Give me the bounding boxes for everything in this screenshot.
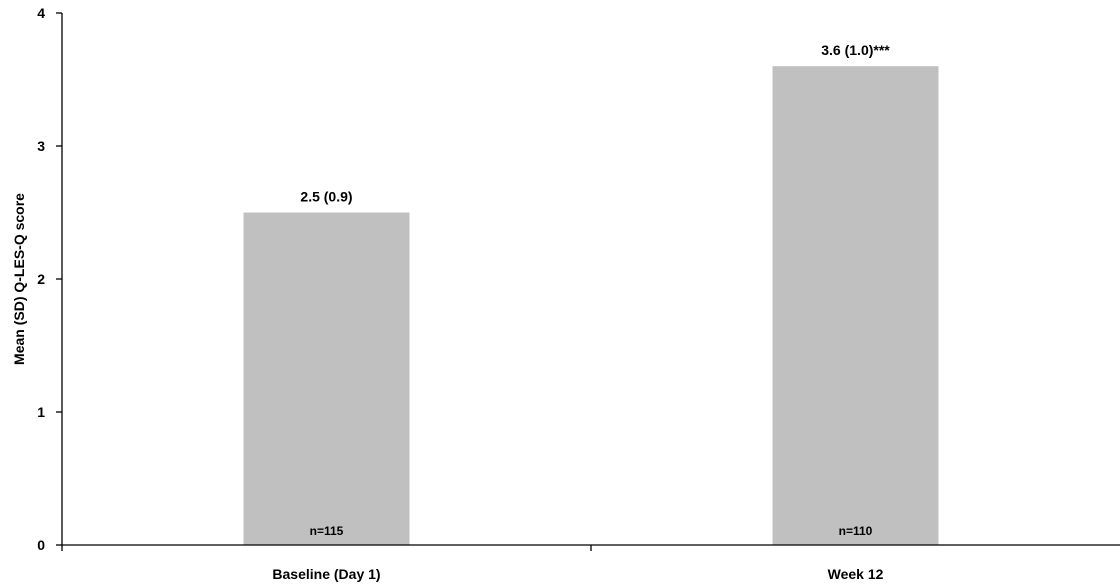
y-tick-label: 3 (37, 138, 45, 154)
y-tick-label: 4 (37, 5, 45, 21)
x-tick-label: Baseline (Day 1) (272, 566, 380, 582)
y-tick-label: 0 (37, 537, 45, 553)
sample-size-label: n=110 (839, 524, 873, 538)
bar (243, 212, 410, 545)
data-label: 3.6 (1.0)*** (821, 42, 890, 58)
y-tick-label: 1 (37, 404, 45, 420)
y-tick-label: 2 (37, 271, 45, 287)
sample-size-label: n=115 (310, 524, 344, 538)
y-axis-ticks: 0 1 2 3 4 (37, 5, 62, 553)
x-tick-label: Week 12 (828, 566, 884, 582)
data-label: 2.5 (0.9) (300, 189, 352, 205)
bars: 2.5 (0.9) n=115 3.6 (1.0)*** n=110 (243, 42, 939, 545)
bar (772, 66, 939, 545)
y-axis-title: Mean (SD) Q-LES-Q score (11, 193, 27, 365)
x-axis-ticks: Baseline (Day 1) Week 12 (61, 545, 884, 582)
